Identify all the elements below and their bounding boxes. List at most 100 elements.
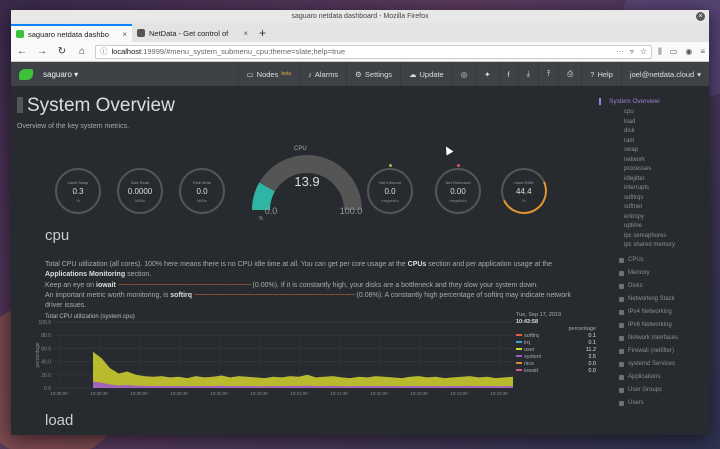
sidebar-sub-ram[interactable]: ram (624, 137, 635, 144)
sidebar-group-ipv4-networking[interactable]: IPv4 Networking (599, 306, 709, 319)
chart-xtick: 10:38:30 (90, 391, 108, 396)
alarms-button[interactable]: ♪ Alarms (299, 62, 346, 86)
facebook-button[interactable]: f (498, 62, 518, 86)
gauge-label: Disk Read (130, 180, 150, 185)
sidebar-sub-softirqs[interactable]: softirqs (624, 194, 644, 201)
tab-netdata-dashboard[interactable]: saguaro netdata dashbo × (11, 24, 132, 42)
legend-name: softirq (524, 333, 539, 339)
window-titlebar: saguaro netdata dashboard - Mozilla Fire… (11, 10, 709, 23)
chart-ytick: 20.0 (41, 373, 51, 379)
upload-button[interactable]: ⤒ (537, 62, 558, 86)
gauge-used-ram[interactable]: Used RAM 44.4 % (494, 161, 554, 221)
sidebar-sub-load[interactable]: load (624, 118, 636, 125)
sidebar-sub-disk[interactable]: disk (624, 128, 635, 134)
sidebar-sub-idlejitter[interactable]: idlejitter (624, 175, 645, 182)
cpu-gauge[interactable]: 13.9 0.0 100.0 % (247, 150, 367, 220)
tab-close-icon[interactable]: × (243, 28, 248, 38)
gauge-unit: megabit/s (381, 198, 399, 203)
twitter-button[interactable]: ✦ (475, 62, 498, 86)
url-bar[interactable]: ⓘ localhost:19999/#menu_system_submenu_c… (95, 44, 653, 59)
sidebar-group-users[interactable]: Users (599, 397, 709, 410)
sidebar-sub-entropy[interactable]: entropy (624, 213, 645, 220)
gear-icon: ⚙ (355, 69, 362, 79)
gauge-disk-write[interactable]: Disk Write 0.0 MiB/s (179, 168, 225, 214)
legend-value: 0.1 (588, 340, 596, 346)
help-button[interactable]: ? Help (581, 62, 621, 86)
user-menu[interactable]: joel@netdata.cloud ▾ (620, 62, 709, 86)
download-button[interactable]: ⤓ (517, 62, 538, 86)
sidebar-sub-interrupts[interactable]: interrupts (624, 185, 650, 191)
sidebar-group-disks[interactable]: Disks (599, 280, 709, 293)
sidebar-group-network-interfaces[interactable]: Network Interfaces (599, 332, 709, 345)
legend-name: irq (524, 340, 531, 346)
new-tab-icon[interactable]: + (259, 26, 267, 40)
gauge-label: Used RAM (514, 179, 534, 185)
chart-ytick: 0.0 (44, 386, 51, 392)
help-icon: ? (590, 69, 595, 79)
legend-value: 0.0 (588, 361, 596, 367)
sidebar-group-networking-stack[interactable]: Networking Stack (599, 293, 709, 306)
legend-time: 10:43:58 (516, 319, 539, 325)
library-icon[interactable]: ⫼ (658, 46, 662, 56)
sidebar-sub-network[interactable]: network (624, 156, 646, 163)
hostname-dropdown[interactable]: saguaro ▾ (43, 69, 79, 79)
chart-xtick: 10:43:00 (450, 391, 468, 396)
gauge-net-outbound[interactable]: Net Outbound 0.00 megabit/s (435, 164, 481, 214)
reload-icon[interactable]: ↻ (57, 46, 67, 57)
sidebar-sub-swap[interactable]: swap (624, 147, 639, 153)
gauge-disk-read[interactable]: Disk Read 0.0000 MiB/s (117, 168, 163, 214)
page-subtitle: Overview of the key system metrics. (17, 123, 130, 130)
cpus-link: CPUs (407, 261, 427, 268)
tab-close-icon[interactable]: × (122, 29, 127, 39)
sidebar-sub-softnet[interactable]: softnet (624, 204, 643, 210)
settings-button[interactable]: ⚙ Settings (346, 62, 400, 86)
sidebar-group-user-groups[interactable]: User Groups (599, 384, 709, 397)
sidebar-sub-processes[interactable]: processes (624, 166, 652, 172)
pocket-icon[interactable]: ▿ (629, 47, 634, 56)
chart-ytick: 60.0 (41, 346, 51, 352)
legend-item-system[interactable]: system 2.5 (516, 354, 596, 361)
gauge-net-inbound[interactable]: Net Inbound 0.0 megabit/s (367, 164, 413, 214)
legend-item-softirq[interactable]: softirq 0.1 (516, 333, 596, 340)
sidebar-toggle-icon[interactable]: ▭ (669, 46, 678, 56)
forward-icon[interactable]: → (37, 46, 47, 57)
sidebar-item-system-overview[interactable]: System Overview (599, 98, 709, 105)
sidebar-group-applications[interactable]: Applications (599, 371, 709, 384)
account-icon[interactable]: ◉ (685, 46, 693, 56)
more-icon[interactable]: ··· (615, 47, 624, 56)
nodes-button[interactable]: ▭ Nodes beta (237, 62, 300, 86)
sidebar-group-firewall-netfilter-[interactable]: Firewall (netfilter) (599, 345, 709, 358)
legend-item-irq[interactable]: irq 0.1 (516, 340, 596, 347)
sidebar-sub-uptime[interactable]: uptime (624, 223, 643, 229)
update-button[interactable]: ☁ Update (400, 62, 452, 86)
legend-item-user[interactable]: user 11.2 (516, 347, 596, 354)
tab-netdata-site[interactable]: NetData - Get control of × (132, 24, 253, 42)
netdata-logo-icon[interactable] (19, 68, 33, 80)
gauge-value: 0.0 (384, 187, 396, 196)
sidebar-group-ipv6-networking[interactable]: IPv6 Networking (599, 319, 709, 332)
iowait-sparkline: ~~~~~~~~~~~~~~~~~~~~~~~~~~~~~~~~~~~~~~~~… (117, 282, 252, 289)
close-icon[interactable]: × (696, 12, 705, 21)
sidebar-group-cpus[interactable]: CPUs (599, 254, 709, 267)
github-button[interactable]: ◎ (451, 62, 476, 86)
sidebar-group-systemd-services[interactable]: systemd Services (599, 358, 709, 371)
home-icon[interactable]: ⌂ (78, 46, 86, 57)
legend-swatch (516, 334, 522, 336)
cpu-chart[interactable]: 100.0 80.0 60.0 40.0 20.0 0.010:38:00 10:38:30… (35, 316, 515, 398)
print-button[interactable]: ⎙ (558, 62, 581, 86)
sidebar-sub-cpu[interactable]: cpu (624, 109, 634, 115)
section-icon (619, 387, 624, 393)
bookmark-star-icon[interactable]: ☆ (639, 47, 648, 56)
legend-item-nice[interactable]: nice 0.0 (516, 361, 596, 368)
info-icon[interactable]: ⓘ (100, 47, 108, 56)
sidebar-sub-ipc-semaphores[interactable]: ipc semaphores (624, 232, 667, 239)
netdata-favicon-icon (137, 29, 145, 37)
back-icon[interactable]: ← (17, 46, 27, 57)
gauge-label: Used Swap (67, 180, 89, 185)
sidebar-sub-ipc-shared-memory[interactable]: ipc shared memory (624, 242, 676, 248)
sidebar-group-memory[interactable]: Memory (599, 267, 709, 280)
menu-icon[interactable]: ≡ (700, 46, 705, 56)
gauge-used-swap[interactable]: Used Swap 0.3 % (55, 168, 101, 214)
window-title: saguaro netdata dashboard - Mozilla Fire… (291, 13, 429, 20)
legend-item-iowait[interactable]: iowait 0.0 (516, 368, 596, 375)
